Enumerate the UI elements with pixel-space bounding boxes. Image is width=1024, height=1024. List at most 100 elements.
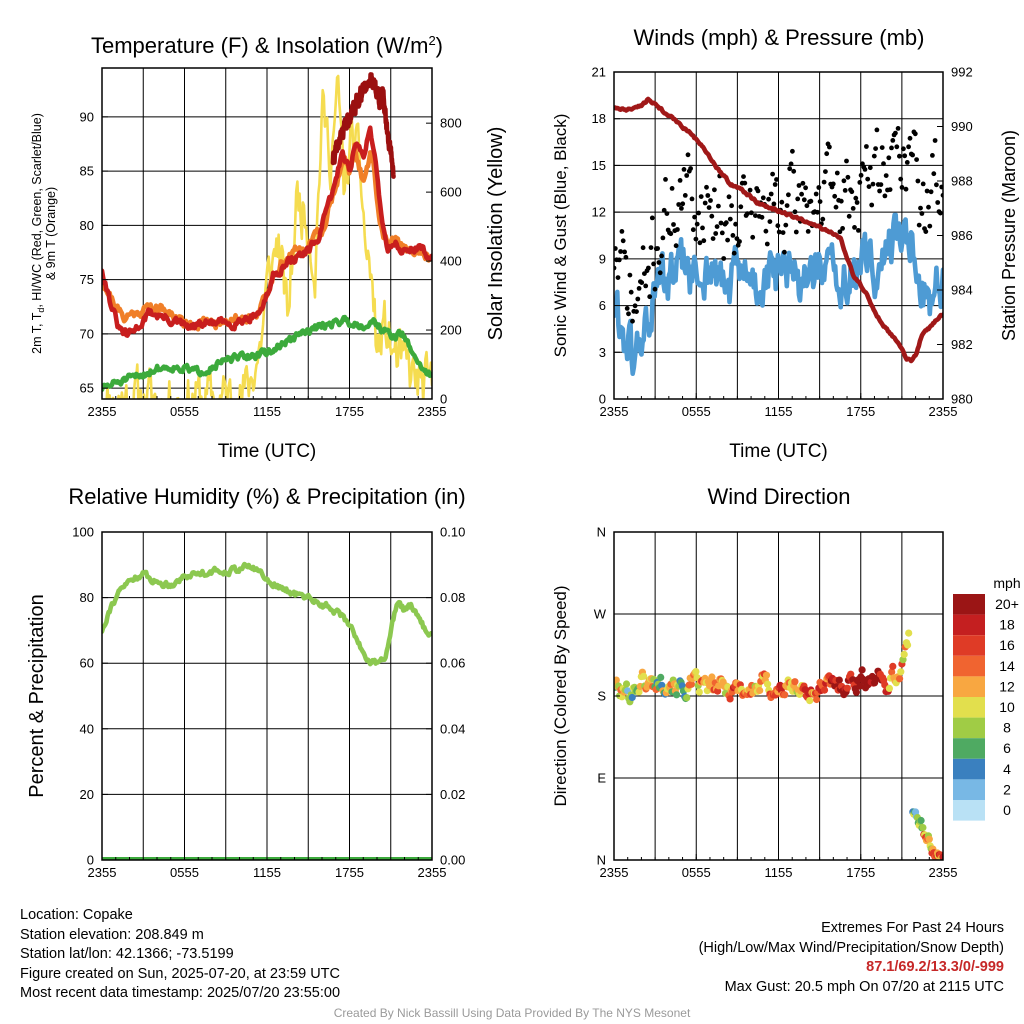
gust-point — [716, 203, 721, 209]
x-axis-label: Time (UTC) — [729, 441, 828, 462]
gust-point — [689, 196, 695, 202]
gust-point — [871, 153, 877, 159]
gust-point — [657, 270, 663, 276]
direction-point — [708, 673, 716, 681]
direction-point — [673, 691, 681, 699]
gust-point — [824, 151, 830, 157]
direction-point — [939, 853, 943, 860]
gust-point — [923, 229, 929, 235]
gust-point — [725, 237, 730, 243]
x-tick-label: 2355 — [600, 404, 629, 419]
legend-swatch — [953, 779, 985, 800]
gust-point — [733, 221, 738, 227]
gust-point — [920, 181, 926, 187]
legend-swatch — [953, 717, 985, 739]
x-tick-label: 2355 — [600, 865, 629, 880]
y2-tick-label: 984 — [951, 283, 973, 298]
gust-point — [700, 225, 705, 231]
series-group — [614, 629, 943, 860]
gust-point — [726, 194, 732, 200]
gust-point — [639, 280, 645, 285]
y-tick-label: 65 — [80, 381, 94, 396]
gust-point — [849, 189, 855, 195]
y2-tick-label: 600 — [440, 185, 462, 200]
gust-point — [887, 187, 893, 193]
gust-point — [906, 144, 911, 150]
gust-point — [679, 206, 684, 211]
chart-title: Wind Direction — [707, 484, 850, 509]
gust-point — [764, 241, 770, 247]
direction-point — [791, 678, 799, 686]
gust-point — [696, 210, 701, 216]
gust-point — [738, 204, 744, 210]
gust-point — [626, 311, 631, 317]
gust-point — [914, 157, 919, 163]
gust-point — [877, 188, 882, 194]
legend-title: mph — [993, 575, 1020, 591]
gust-point — [783, 222, 789, 228]
gust-point — [690, 227, 696, 233]
gust-point — [627, 272, 633, 278]
y2-axis-label: Solar Insolation (Yellow) — [485, 127, 507, 341]
x-tick-label: 1155 — [765, 404, 793, 419]
gust-point — [770, 171, 775, 177]
gust-point — [853, 195, 859, 201]
gust-point — [766, 196, 771, 202]
gust-point — [854, 200, 860, 205]
gust-point — [723, 220, 729, 226]
chart-panel-3: 2355 0555 1155 1755 23550204060801000.000.02… — [26, 484, 466, 880]
y-tick-label: 80 — [80, 590, 94, 605]
y2-tick-label: 0.00 — [440, 853, 465, 868]
y2-axis-label: Station Pressure (Maroon) — [999, 130, 1019, 341]
gust-point — [693, 236, 699, 242]
gust-point — [899, 185, 905, 190]
y-tick-label: E — [597, 771, 606, 786]
gust-point — [886, 155, 892, 161]
gust-point — [774, 177, 779, 182]
gust-point — [680, 201, 686, 207]
x-tick-label: 1755 — [335, 865, 364, 880]
gust-point — [882, 193, 888, 199]
y-tick-label: 40 — [80, 721, 94, 736]
gust-point — [709, 213, 715, 219]
direction-point — [628, 693, 636, 702]
direction-point — [843, 684, 851, 692]
legend-label: 14 — [999, 658, 1015, 674]
direction-point — [835, 676, 843, 684]
y-tick-label: 21 — [592, 65, 606, 80]
figure-created: Figure created on Sun, 2025-07-20, at 23… — [20, 965, 340, 982]
y-axis-label: Direction (Colored By Speed) — [551, 585, 570, 806]
heat_index-series — [330, 72, 396, 179]
gust-point — [705, 193, 711, 198]
gust-point — [927, 223, 933, 229]
x-tick-label: 2355 — [929, 404, 958, 419]
gust-point — [710, 236, 716, 242]
gust-point — [845, 174, 851, 180]
x-tick-label: 1755 — [846, 404, 875, 419]
gust-point — [685, 152, 691, 158]
direction-point — [900, 650, 908, 659]
direction-point — [904, 641, 912, 649]
gust-point — [648, 245, 654, 251]
chart-title: Temperature (F) & Insolation (W/m2) — [91, 33, 443, 58]
chart-title: Relative Humidity (%) & Precipitation (i… — [68, 484, 465, 509]
x-tick-label: 1155 — [253, 865, 281, 880]
gust-point — [628, 289, 634, 295]
y-tick-label: 90 — [80, 109, 94, 124]
y2-tick-label: 800 — [440, 116, 462, 131]
gust-point — [660, 235, 666, 241]
gust-point — [643, 283, 649, 289]
direction-point — [813, 695, 821, 704]
gust-point — [701, 238, 707, 244]
gust-point — [902, 153, 908, 159]
y-tick-label: 60 — [80, 656, 94, 671]
gust-point — [632, 303, 638, 309]
gust-point — [708, 198, 713, 203]
legend-swatch — [953, 655, 985, 677]
gust-point — [878, 182, 884, 188]
gust-point — [624, 306, 630, 311]
y-tick-label: N — [597, 853, 606, 868]
direction-point — [852, 688, 861, 696]
